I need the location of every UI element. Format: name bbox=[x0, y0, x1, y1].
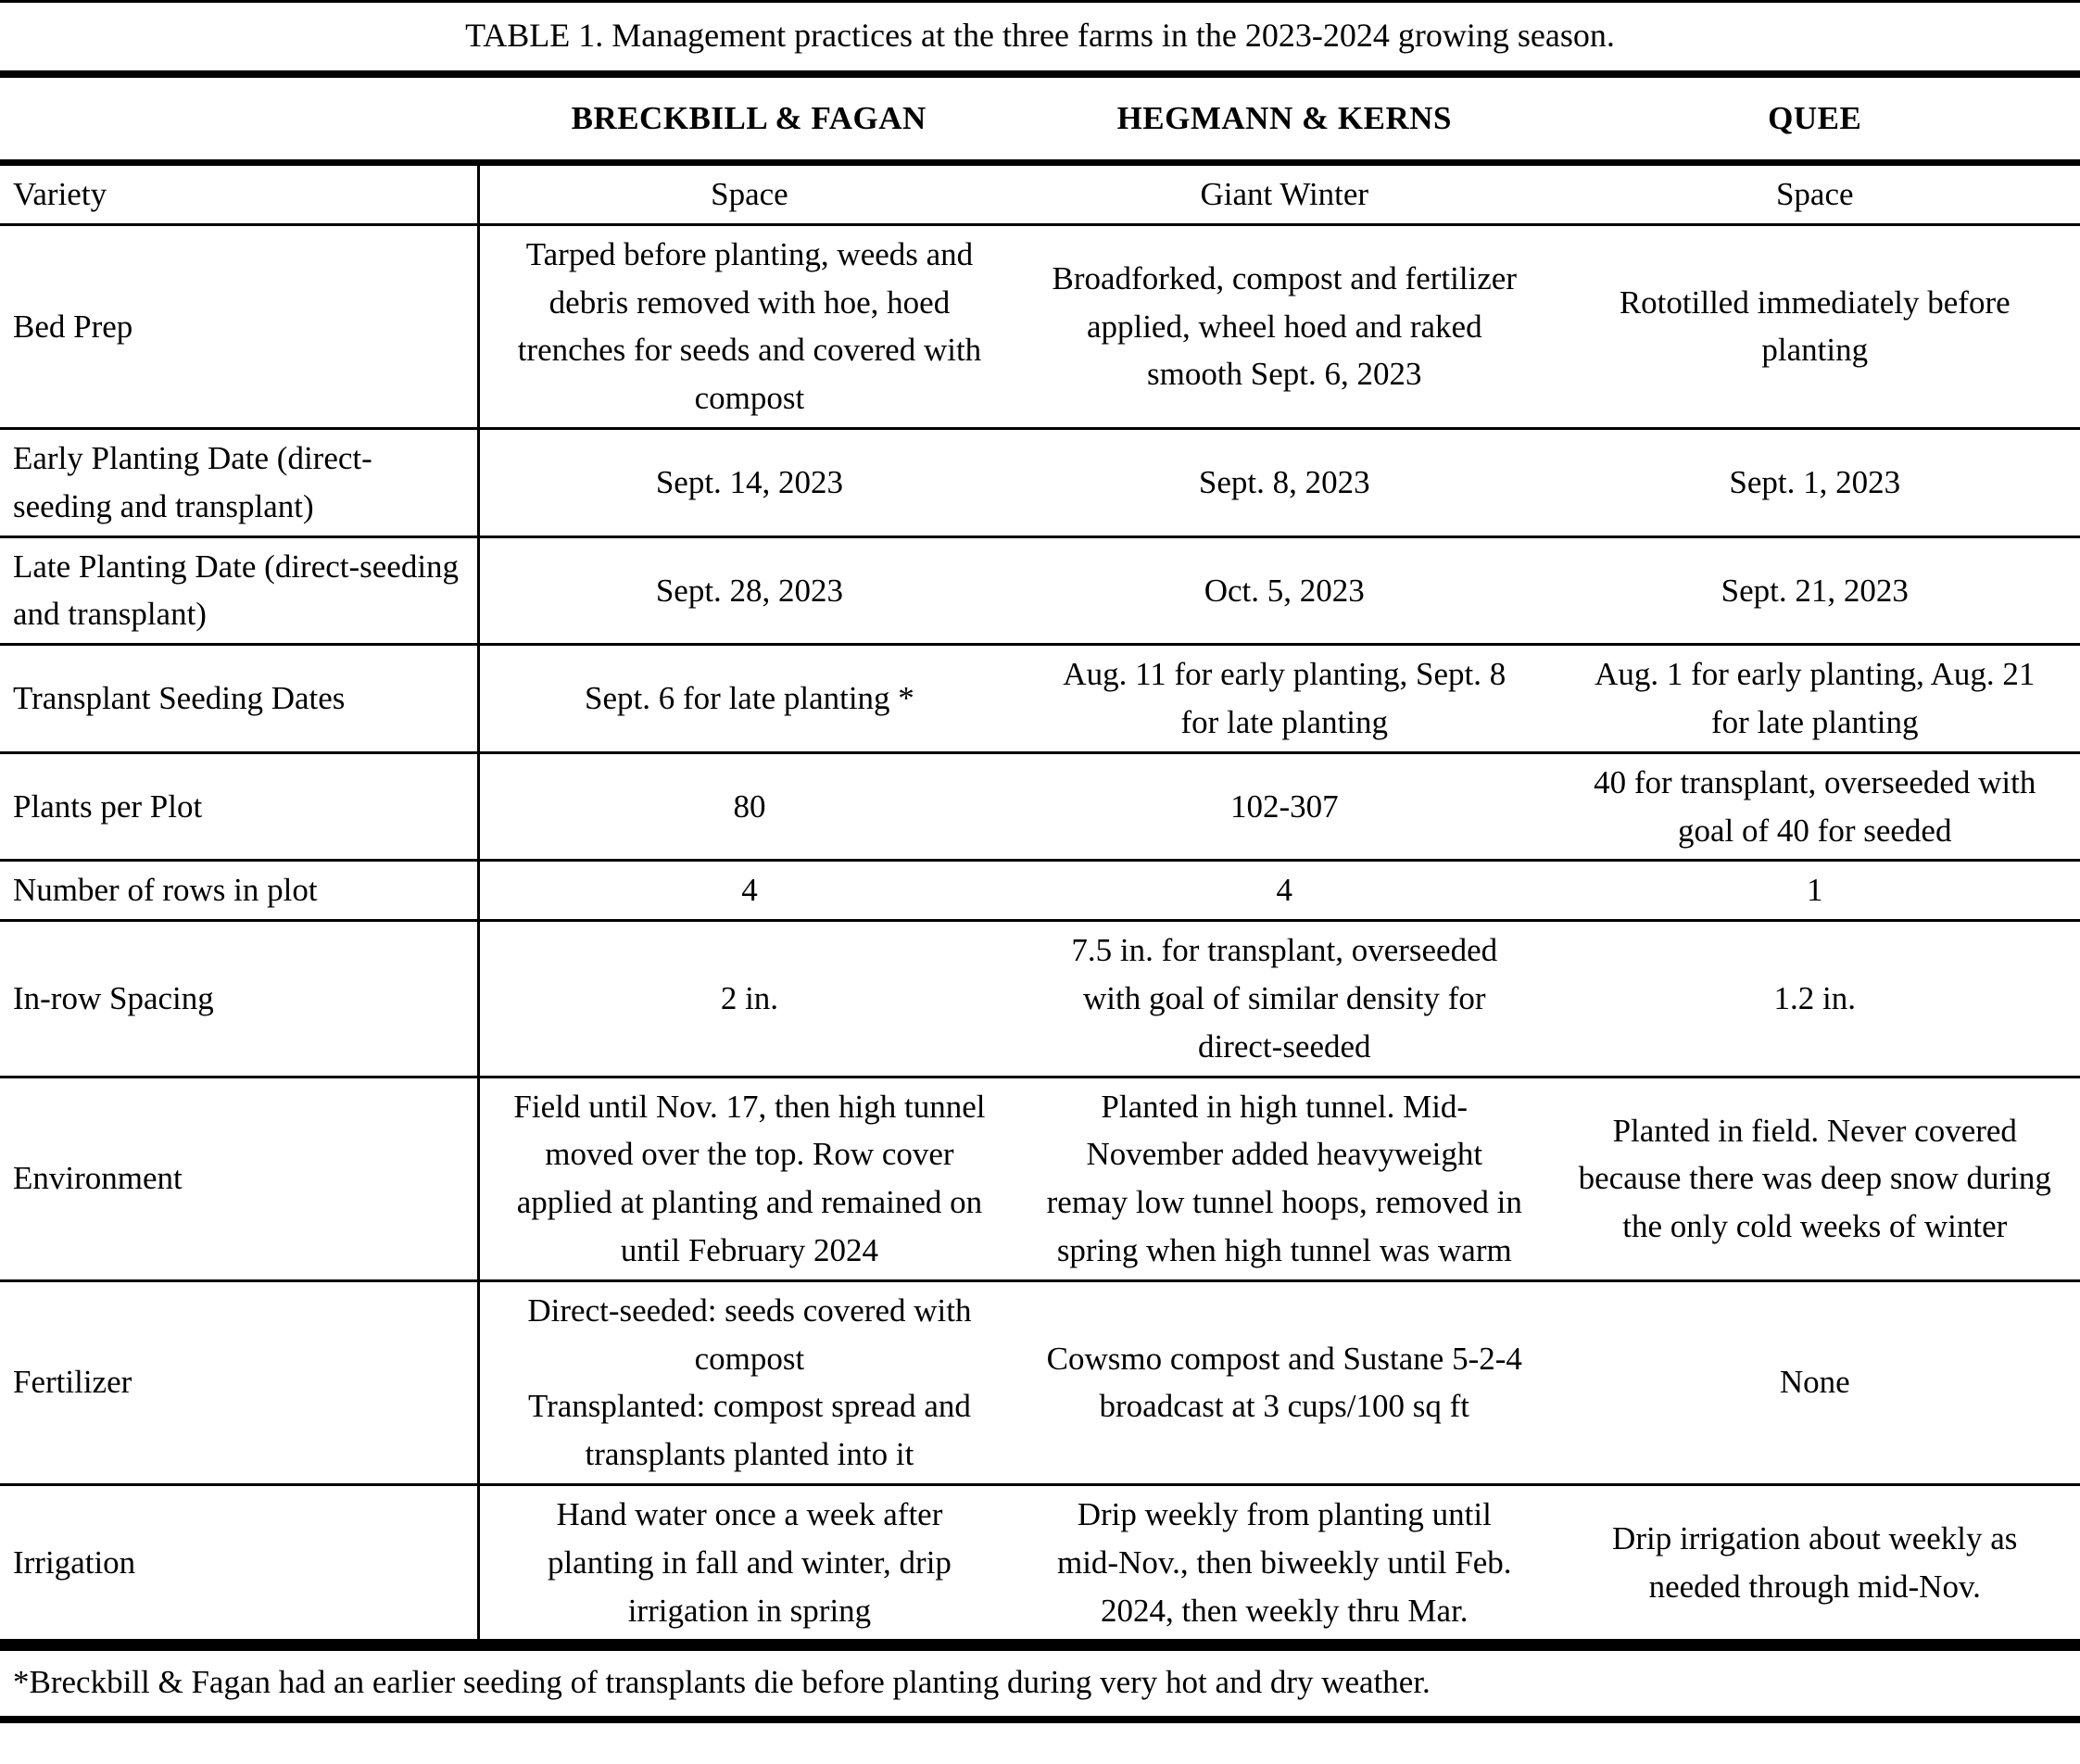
cell-quee: Drip irrigation about weekly as needed t… bbox=[1612, 1519, 2018, 1605]
row-label: Environment bbox=[0, 1077, 480, 1281]
row-label: Late Planting Date (direct-seeding and t… bbox=[0, 536, 480, 645]
row-label: Transplant Seeding Dates bbox=[0, 644, 480, 753]
table-row-late-planting-date: Late Planting Date (direct-seeding and t… bbox=[0, 536, 2080, 645]
cell-quee: Aug. 1 for early planting, Aug. 21 for l… bbox=[1595, 656, 2036, 741]
cell-hegmann: Planted in high tunnel. Mid-November add… bbox=[1046, 1088, 1522, 1268]
row-label: Fertilizer bbox=[0, 1280, 480, 1485]
table-row-fertilizer: Fertilizer Direct-seeded: seeds covered … bbox=[0, 1280, 2080, 1485]
table-row-early-planting-date: Early Planting Date (direct-seeding and … bbox=[0, 428, 2080, 537]
header-empty-cell bbox=[0, 78, 478, 162]
header-hegmann-kerns: HEGMANN & KERNS bbox=[1116, 100, 1452, 137]
table-row-environment: Environment Field until Nov. 17, then hi… bbox=[0, 1077, 2080, 1281]
cell-breckbill: Field until Nov. 17, then high tunnel mo… bbox=[513, 1088, 986, 1268]
cell-hegmann: Oct. 5, 2023 bbox=[1204, 572, 1365, 609]
table-footnote: *Breckbill & Fagan had an earlier seedin… bbox=[0, 1651, 2080, 1724]
cell-breckbill: 80 bbox=[733, 788, 766, 825]
row-label: Variety bbox=[0, 162, 480, 225]
cell-breckbill: Sept. 14, 2023 bbox=[655, 463, 844, 500]
table-title: TABLE 1. Management practices at the thr… bbox=[0, 0, 2080, 79]
table-row-bed-prep: Bed Prep Tarped before planting, weeds a… bbox=[0, 224, 2080, 429]
header-row: BRECKBILL & FAGAN HEGMANN & KERNS QUEE bbox=[0, 78, 2080, 163]
header-breckbill-fagan: BRECKBILL & FAGAN bbox=[571, 100, 927, 137]
cell-hegmann: Giant Winter bbox=[1200, 176, 1369, 213]
cell-breckbill: Tarped before planting, weeds and debris… bbox=[517, 235, 982, 417]
table-row-plants-per-plot: Plants per Plot 80 102-307 40 for transp… bbox=[0, 752, 2080, 861]
cell-hegmann: 7.5 in. for transplant, overseeded with … bbox=[1071, 932, 1498, 1065]
cell-breckbill: Space bbox=[711, 176, 788, 213]
table-row-irrigation: Irrigation Hand water once a week after … bbox=[0, 1484, 2080, 1645]
row-label: In-row Spacing bbox=[0, 920, 480, 1077]
row-label: Bed Prep bbox=[0, 224, 480, 429]
cell-quee: 1.2 in. bbox=[1773, 980, 1856, 1017]
cell-quee: Sept. 1, 2023 bbox=[1729, 463, 1901, 500]
cell-hegmann: Broadforked, compost and fertilizer appl… bbox=[1052, 259, 1517, 393]
cell-quee: Rototilled immediately before planting bbox=[1619, 284, 2011, 369]
cell-hegmann: Cowsmo compost and Sustane 5-2-4 broadca… bbox=[1046, 1340, 1522, 1425]
cell-hegmann: Aug. 11 for early planting, Sept. 8 for … bbox=[1063, 656, 1506, 741]
cell-breckbill: Sept. 6 for late planting * bbox=[585, 680, 914, 717]
cell-hegmann: 102-307 bbox=[1229, 788, 1339, 825]
row-label: Early Planting Date (direct-seeding and … bbox=[0, 428, 480, 537]
cell-breckbill: Direct-seeded: seeds covered with compos… bbox=[527, 1292, 972, 1473]
cell-hegmann: Drip weekly from planting until mid-Nov.… bbox=[1056, 1495, 1512, 1629]
cell-quee: Planted in field. Never covered because … bbox=[1578, 1112, 2051, 1245]
cell-quee: 1 bbox=[1807, 872, 1823, 909]
table-row-variety: Variety Space Giant Winter Space bbox=[0, 162, 2080, 225]
cell-breckbill: 4 bbox=[741, 872, 758, 909]
cell-quee: None bbox=[1779, 1364, 1850, 1401]
cell-breckbill: Sept. 28, 2023 bbox=[655, 572, 844, 609]
table-row-in-row-spacing: In-row Spacing 2 in. 7.5 in. for transpl… bbox=[0, 920, 2080, 1077]
cell-quee: 40 for transplant, overseeded with goal … bbox=[1594, 763, 2036, 849]
cell-quee: Sept. 21, 2023 bbox=[1721, 572, 1909, 609]
cell-hegmann: 4 bbox=[1276, 872, 1293, 909]
cell-breckbill: Hand water once a week after planting in… bbox=[547, 1495, 952, 1629]
cell-quee: Space bbox=[1775, 176, 1854, 213]
cell-hegmann: Sept. 8, 2023 bbox=[1198, 463, 1370, 500]
header-quee: QUEE bbox=[1768, 100, 1862, 137]
row-label: Plants per Plot bbox=[0, 752, 480, 861]
row-label: Number of rows in plot bbox=[0, 860, 480, 921]
table-row-number-of-rows: Number of rows in plot 4 4 1 bbox=[0, 860, 2080, 921]
table-row-transplant-seeding-dates: Transplant Seeding Dates Sept. 6 for lat… bbox=[0, 644, 2080, 753]
cell-breckbill: 2 in. bbox=[720, 980, 779, 1017]
row-label: Irrigation bbox=[0, 1484, 480, 1645]
management-practices-table: BRECKBILL & FAGAN HEGMANN & KERNS QUEE V… bbox=[0, 78, 2080, 1652]
